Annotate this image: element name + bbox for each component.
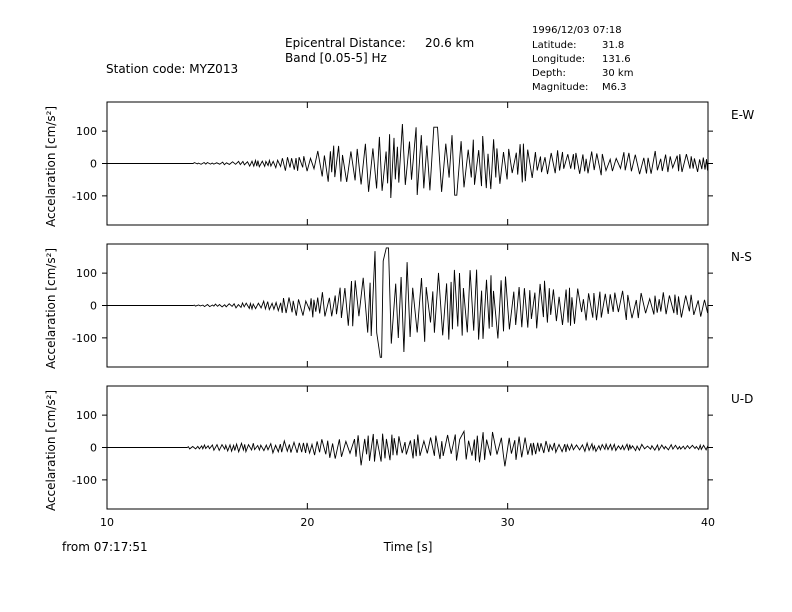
x-tick-label: 10: [100, 516, 114, 529]
x-tick-label: 30: [501, 516, 515, 529]
y-axis-label: Accelaration [cm/s²]: [44, 248, 58, 369]
depth-label: Depth:: [532, 68, 566, 79]
waveform-e-w: [107, 123, 709, 199]
y-tick-label: 100: [76, 267, 97, 280]
event-datetime: 1996/12/03 07:18: [532, 25, 622, 36]
magnitude-value: M6.3: [602, 82, 627, 93]
longitude-label: Longitude:: [532, 54, 585, 65]
latitude-value: 31.8: [602, 40, 624, 51]
waveform-n-s: [107, 247, 709, 358]
y-axis-label: Accelaration [cm/s²]: [44, 106, 58, 227]
longitude-value: 131.6: [602, 54, 631, 65]
waveform-u-d: [107, 429, 709, 467]
x-tick-label: 40: [701, 516, 715, 529]
y-tick-label: 0: [90, 442, 97, 455]
y-tick-label: -100: [72, 190, 97, 203]
y-tick-label: 0: [90, 158, 97, 171]
depth-value: 30 km: [602, 68, 633, 79]
component-label: U-D: [731, 392, 753, 406]
component-label: N-S: [731, 250, 752, 264]
x-axis-label: Time [s]: [383, 540, 433, 554]
y-tick-label: -100: [72, 474, 97, 487]
latitude-label: Latitude:: [532, 40, 577, 51]
y-axis-label: Accelaration [cm/s²]: [44, 390, 58, 511]
y-tick-label: 100: [76, 125, 97, 138]
station-code: Station code: MYZ013: [106, 62, 238, 76]
epicentral-distance-label: Epicentral Distance:: [285, 36, 406, 50]
y-tick-label: 0: [90, 300, 97, 313]
start-time-label: from 07:17:51: [62, 540, 148, 554]
magnitude-label: Magnitude:: [532, 82, 588, 93]
epicentral-distance-value: 20.6 km: [425, 36, 474, 50]
component-label: E-W: [731, 108, 754, 122]
frequency-band: Band [0.05-5] Hz: [285, 51, 387, 65]
y-tick-label: -100: [72, 332, 97, 345]
y-tick-label: 100: [76, 409, 97, 422]
x-tick-label: 20: [300, 516, 314, 529]
